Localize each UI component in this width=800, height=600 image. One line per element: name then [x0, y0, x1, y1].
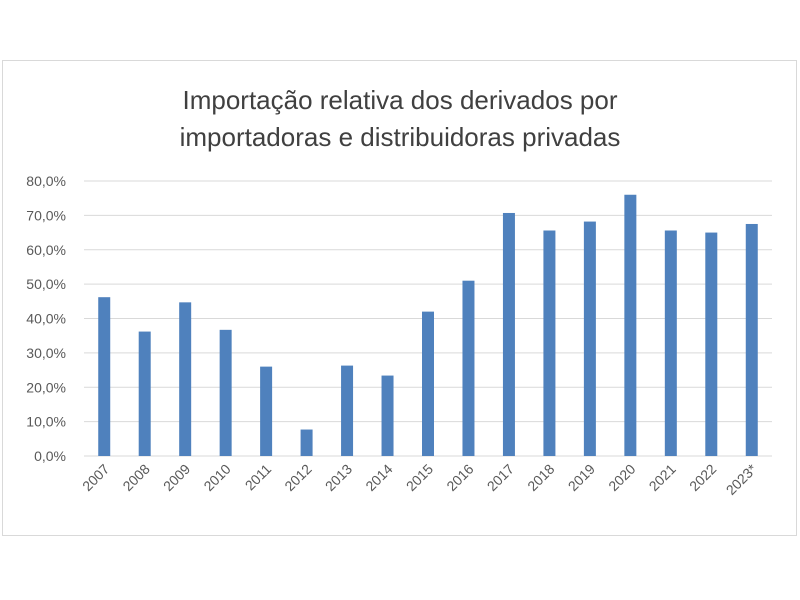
bar-2021	[664, 230, 677, 456]
y-tick-label: 0,0%	[34, 448, 66, 464]
bar-2007	[98, 297, 111, 456]
y-tick-label: 40,0%	[26, 311, 66, 327]
y-tick-label: 50,0%	[26, 276, 66, 292]
bar-2013	[341, 365, 354, 456]
bar-2018	[543, 230, 556, 456]
bar-2012	[300, 429, 313, 456]
bar-2017	[502, 212, 515, 456]
chart-title-line-1: Importação relativa dos derivados por	[182, 85, 618, 115]
x-tick-label: 2008	[119, 461, 152, 494]
x-tick-label: 2010	[200, 461, 233, 494]
x-tick-label: 2020	[605, 461, 638, 494]
y-tick-label: 60,0%	[26, 242, 66, 258]
bars	[98, 194, 758, 456]
chart-frame	[2, 60, 797, 536]
bar-2011	[260, 366, 273, 456]
y-tick-label: 30,0%	[26, 345, 66, 361]
x-tick-label: 2015	[403, 461, 436, 494]
x-tick-label: 2021	[646, 461, 679, 494]
y-axis-tick-labels: 0,0% 10,0% 20,0% 30,0% 40,0% 50,0% 60,0% 70,0% 8…	[26, 173, 66, 464]
bar-2014	[381, 375, 394, 456]
x-tick-label: 2012	[281, 461, 314, 494]
y-tick-label: 80,0%	[26, 173, 66, 189]
x-tick-label: 2016	[443, 461, 476, 494]
bar-2020	[624, 194, 637, 456]
x-axis-tick-labels: 2007 2008 2009 2010 2011 2012 2013 2014 2015 2016…	[79, 460, 760, 498]
bar-2015	[422, 311, 434, 456]
y-tick-label: 10,0%	[26, 414, 66, 430]
x-tick-label: 2019	[565, 461, 598, 494]
x-tick-label: 2022	[686, 461, 719, 494]
x-tick-label: 2013	[322, 461, 355, 494]
bar-2008	[138, 331, 151, 456]
chart-title-line-2: importadoras e distribuidoras privadas	[179, 122, 621, 152]
bar-2010	[219, 329, 232, 456]
bar-2022	[705, 232, 718, 456]
bar-2016	[462, 280, 475, 456]
x-tick-label: 2011	[242, 461, 275, 494]
x-tick-label: 2023*	[723, 460, 761, 498]
y-tick-label: 20,0%	[26, 379, 66, 395]
x-tick-label: 2018	[524, 461, 557, 494]
bar-2023*	[745, 223, 758, 456]
x-tick-label: 2017	[484, 461, 517, 494]
bar-2019	[583, 221, 596, 456]
y-tick-label: 70,0%	[26, 207, 66, 223]
bar-2009	[179, 302, 192, 456]
x-tick-label: 2009	[160, 461, 193, 494]
x-tick-label: 2014	[362, 461, 395, 494]
x-tick-label: 2007	[79, 461, 112, 494]
